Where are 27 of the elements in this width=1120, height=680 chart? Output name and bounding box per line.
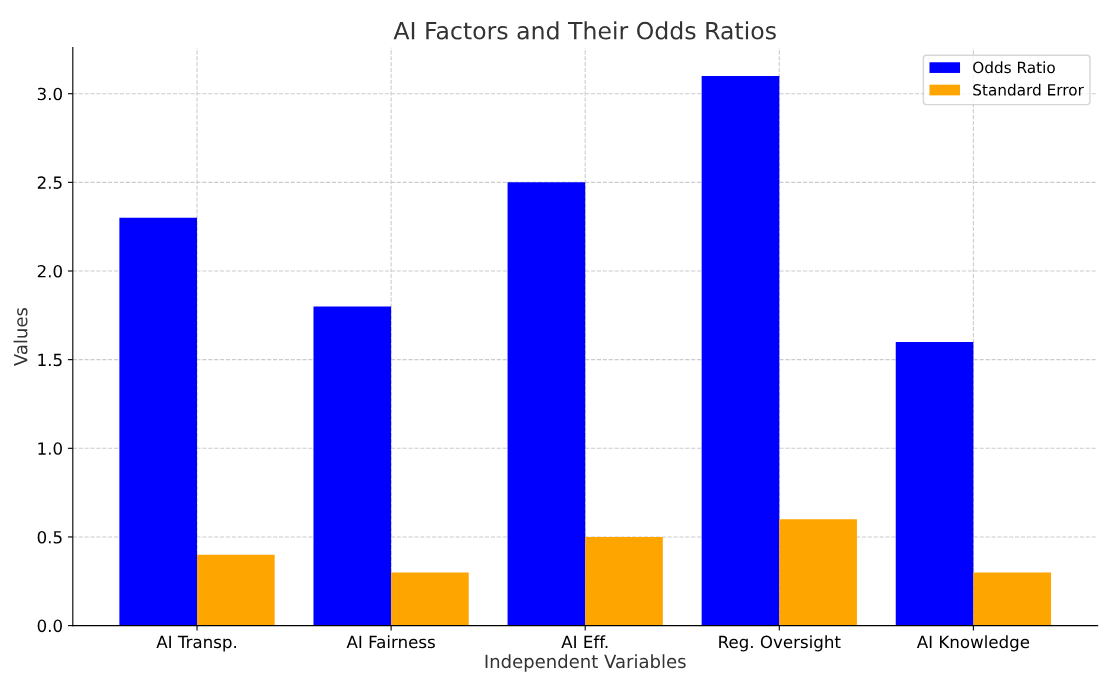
y-tick-label: 1.0	[38, 442, 62, 455]
x-tick-label: Reg. Oversight	[719, 635, 841, 652]
legend-label: Odds Ratio	[973, 61, 1055, 74]
y-tick-label: 2.5	[37, 176, 62, 189]
bar	[585, 536, 663, 626]
y-tick-label: 0.0	[37, 619, 62, 633]
y-axis-title: Values	[13, 307, 28, 366]
bar	[895, 341, 974, 626]
chart-title: AI Factors and Their Odds Ratios	[393, 21, 776, 40]
bar	[313, 306, 392, 626]
y-tick-label: 0.5	[37, 530, 62, 544]
bar	[119, 217, 198, 626]
y-tick-label: 3.0	[37, 87, 62, 101]
x-tick-label: AI Eff.	[561, 635, 608, 648]
bar	[507, 182, 586, 626]
y-tick-label: 1.5	[38, 353, 62, 367]
x-tick-label: AI Knowledge	[916, 635, 1030, 652]
x-tick-label: AI Fairness	[346, 635, 435, 649]
bar	[197, 554, 275, 626]
bar	[973, 572, 1052, 626]
y-tick-label: 2.0	[37, 264, 62, 278]
bar	[391, 572, 469, 626]
legend-label: Standard Error	[973, 83, 1084, 96]
x-axis-title: Independent Variables	[485, 654, 686, 672]
x-tick-label: AI Transp.	[156, 635, 236, 652]
bar	[701, 75, 780, 626]
bar	[779, 519, 857, 626]
